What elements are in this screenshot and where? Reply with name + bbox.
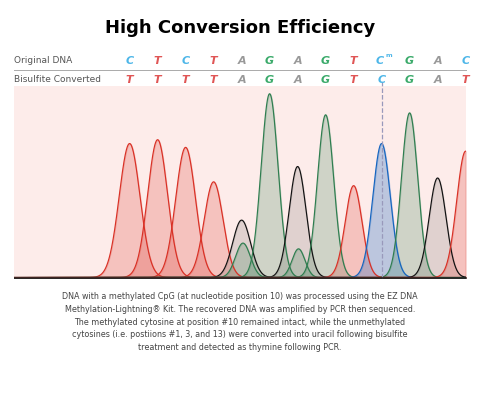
Text: T: T [182, 75, 190, 85]
Text: High Conversion Efficiency: High Conversion Efficiency [105, 19, 375, 37]
Text: T: T [154, 75, 161, 85]
Text: G: G [265, 75, 274, 85]
Text: C: C [126, 56, 133, 66]
Text: T: T [210, 56, 217, 66]
Text: A: A [433, 75, 442, 85]
Text: A: A [293, 75, 302, 85]
Text: A: A [237, 75, 246, 85]
Text: G: G [405, 56, 414, 66]
Text: G: G [405, 75, 414, 85]
Text: DNA with a methylated CpG (at nucleotide position 10) was processed using the EZ: DNA with a methylated CpG (at nucleotide… [62, 292, 418, 352]
Text: C: C [378, 75, 385, 85]
Text: Bisulfite Converted: Bisulfite Converted [14, 75, 101, 84]
Text: m: m [385, 52, 392, 58]
Text: T: T [350, 56, 358, 66]
Text: C: C [462, 56, 469, 66]
Text: T: T [126, 75, 133, 85]
Text: T: T [462, 75, 469, 85]
Text: T: T [210, 75, 217, 85]
Text: C: C [181, 56, 190, 66]
Text: C: C [375, 56, 383, 66]
Text: A: A [237, 56, 246, 66]
Text: A: A [293, 56, 302, 66]
Text: G: G [265, 56, 274, 66]
Text: G: G [321, 75, 330, 85]
Text: G: G [321, 56, 330, 66]
Text: A: A [433, 56, 442, 66]
Text: Original DNA: Original DNA [14, 56, 72, 66]
Text: T: T [350, 75, 358, 85]
Text: T: T [154, 56, 161, 66]
